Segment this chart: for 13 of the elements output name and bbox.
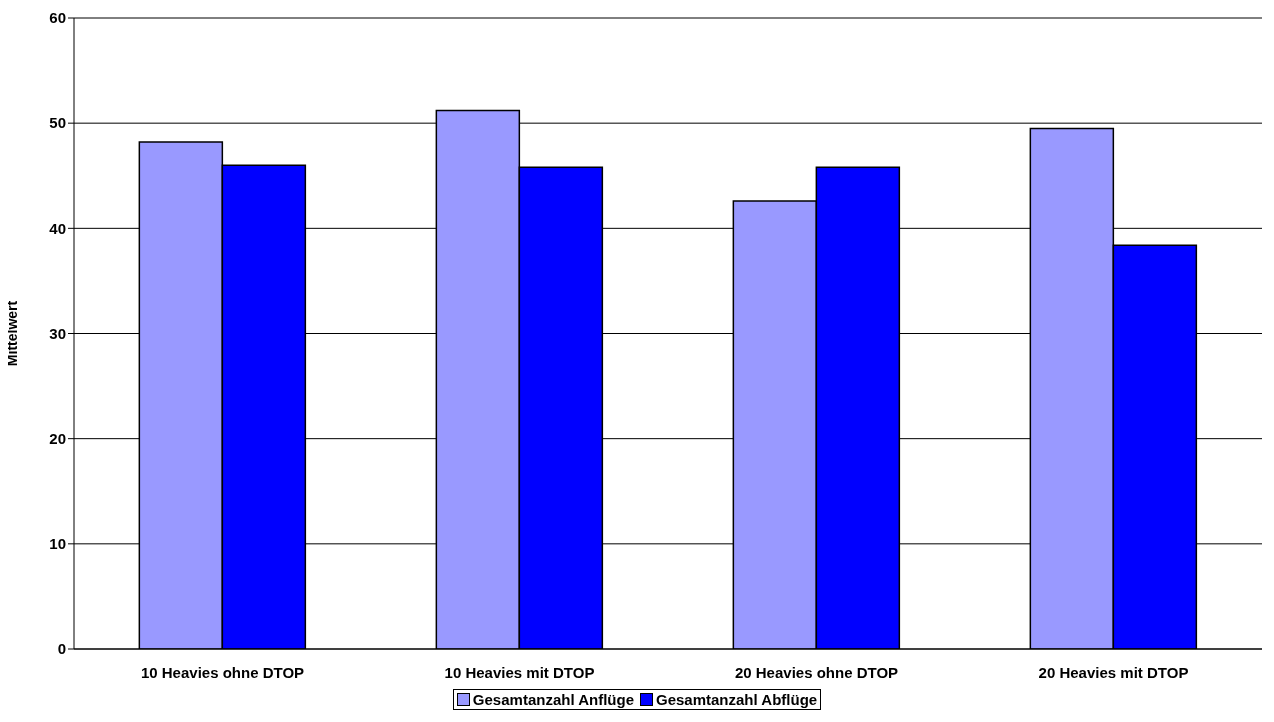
y-tick-label: 0 [57,640,66,658]
x-tick-label: 20 Heavies ohne DTOP [734,663,899,681]
y-tick-label: 20 [49,429,66,447]
y-tick-label: 60 [49,9,66,27]
x-tick-label: 10 Heavies ohne DTOP [140,663,305,681]
x-tick-label: 10 Heavies mit DTOP [444,663,595,681]
y-tick-label: 40 [49,219,66,237]
y-tick-label: 10 [49,535,66,553]
legend-label: Gesamtanzahl Anflüge [472,691,634,708]
x-tick-label: 20 Heavies mit DTOP [1038,663,1189,681]
y-tick-label: 50 [49,114,66,132]
y-tick-label: 30 [49,324,66,342]
legend-label: Gesamtanzahl Abflüge [656,691,818,708]
